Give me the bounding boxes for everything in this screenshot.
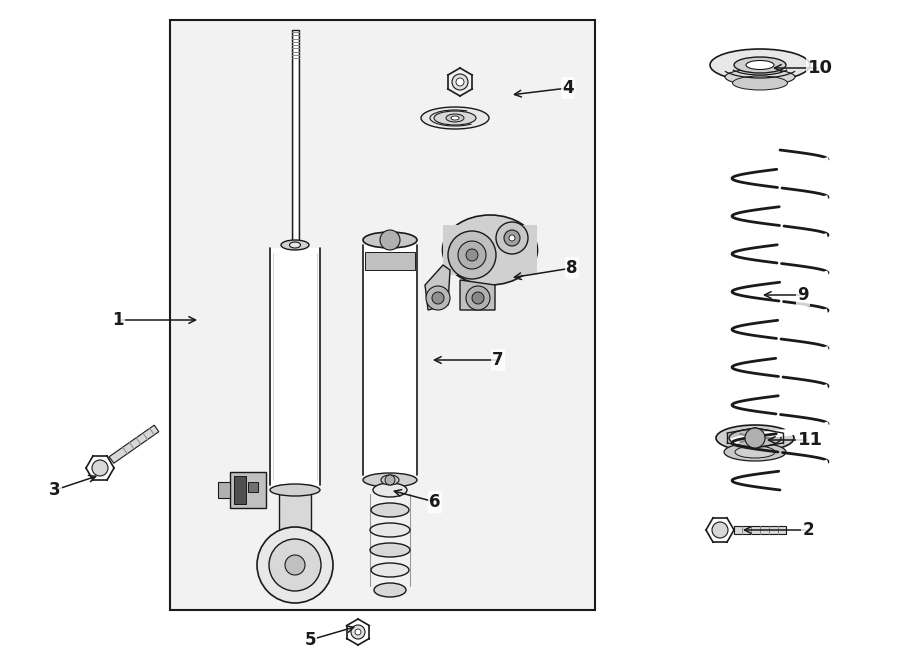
Text: 8: 8 xyxy=(566,259,578,277)
Circle shape xyxy=(472,292,484,304)
Ellipse shape xyxy=(735,446,775,458)
Bar xyxy=(170,20,595,610)
Ellipse shape xyxy=(373,483,407,497)
Bar xyxy=(218,482,230,498)
Ellipse shape xyxy=(733,76,788,90)
Ellipse shape xyxy=(370,543,410,557)
Circle shape xyxy=(458,241,486,269)
Bar xyxy=(292,30,299,245)
Ellipse shape xyxy=(451,116,459,120)
Circle shape xyxy=(426,286,450,310)
Circle shape xyxy=(355,629,361,635)
Circle shape xyxy=(92,460,108,476)
Text: 4: 4 xyxy=(562,79,574,97)
Bar xyxy=(230,472,266,508)
Text: 1: 1 xyxy=(112,311,124,329)
Ellipse shape xyxy=(734,57,786,73)
Circle shape xyxy=(380,230,400,250)
Circle shape xyxy=(466,286,490,310)
Text: 7: 7 xyxy=(492,351,504,369)
Ellipse shape xyxy=(724,443,786,461)
Polygon shape xyxy=(109,425,158,463)
Text: 10: 10 xyxy=(807,59,833,77)
Text: 5: 5 xyxy=(304,631,316,649)
Ellipse shape xyxy=(270,484,320,496)
Ellipse shape xyxy=(374,583,406,597)
Bar xyxy=(248,482,258,492)
Text: 11: 11 xyxy=(797,431,823,449)
Ellipse shape xyxy=(710,49,810,81)
Ellipse shape xyxy=(729,429,781,447)
Circle shape xyxy=(712,522,728,538)
Polygon shape xyxy=(734,526,786,534)
Circle shape xyxy=(745,428,765,448)
Ellipse shape xyxy=(434,111,476,125)
Bar xyxy=(234,476,246,504)
Ellipse shape xyxy=(371,503,409,517)
Ellipse shape xyxy=(370,523,410,537)
Ellipse shape xyxy=(281,240,309,250)
Circle shape xyxy=(452,74,468,90)
Polygon shape xyxy=(460,280,495,310)
Text: 2: 2 xyxy=(802,521,814,539)
Ellipse shape xyxy=(363,473,417,487)
Ellipse shape xyxy=(381,475,399,485)
Ellipse shape xyxy=(363,232,417,248)
Ellipse shape xyxy=(421,107,489,129)
Circle shape xyxy=(351,625,365,639)
Circle shape xyxy=(285,555,305,575)
Bar xyxy=(364,245,416,475)
Text: 3: 3 xyxy=(50,481,61,499)
Circle shape xyxy=(496,222,528,254)
Circle shape xyxy=(456,78,464,86)
Ellipse shape xyxy=(290,242,301,248)
Bar xyxy=(279,485,311,565)
Text: 9: 9 xyxy=(797,286,809,304)
Circle shape xyxy=(466,249,478,261)
Circle shape xyxy=(385,475,395,485)
Circle shape xyxy=(257,527,333,603)
Bar xyxy=(443,225,537,275)
Circle shape xyxy=(504,230,520,246)
Ellipse shape xyxy=(371,563,409,577)
Ellipse shape xyxy=(446,114,464,122)
Ellipse shape xyxy=(725,69,795,85)
Circle shape xyxy=(269,539,321,591)
Circle shape xyxy=(448,231,496,279)
Ellipse shape xyxy=(716,425,794,451)
Circle shape xyxy=(509,235,515,241)
Bar xyxy=(365,252,415,270)
Ellipse shape xyxy=(746,60,774,70)
Polygon shape xyxy=(425,265,450,310)
Text: 6: 6 xyxy=(429,493,441,511)
Circle shape xyxy=(432,292,444,304)
Ellipse shape xyxy=(443,215,537,285)
Bar xyxy=(271,248,319,490)
